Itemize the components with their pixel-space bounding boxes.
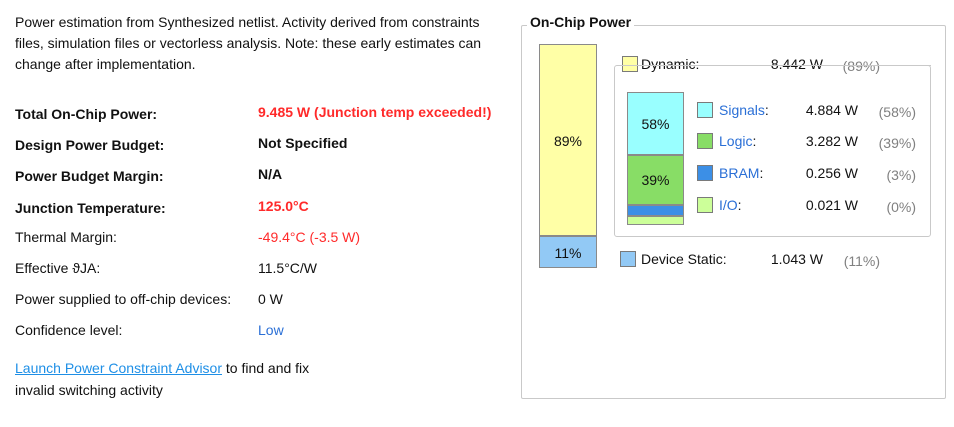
dynamic-bar-percent: 89% [553, 133, 583, 149]
static-watts: 1.043 W [770, 251, 823, 267]
signals-sep: : [764, 102, 769, 118]
summary-value-thermal-margin: -49.4°C (-3.5 W) [258, 229, 361, 245]
dynamic-percent: (89%) [842, 58, 880, 74]
io-row[interactable]: I/O: [719, 197, 742, 213]
logic-bar[interactable] [627, 155, 684, 205]
static-bar[interactable] [539, 236, 597, 268]
intro-text: Power estimation from Synthesized netlis… [15, 14, 482, 72]
summary-label-power-budget: Design Power Budget: [15, 137, 165, 153]
advisor-footer-text: to find and fix [222, 360, 310, 376]
on-chip-power-panel [521, 25, 946, 399]
signals-bar-percent: 58% [641, 116, 670, 132]
summary-value-junction-temp: 125.0°C [258, 198, 309, 214]
summary-value-confidence[interactable]: Low [258, 322, 284, 338]
logic-percent: (39%) [878, 135, 916, 151]
io-percent: (0%) [886, 199, 916, 215]
dynamic-label: Dynamic: [641, 56, 700, 72]
dynamic-breakdown-panel [614, 65, 931, 237]
bram-bar[interactable] [627, 205, 684, 216]
summary-label-budget-margin: Power Budget Margin: [15, 168, 164, 184]
bram-sep: : [759, 165, 764, 181]
summary-label-thermal-margin: Thermal Margin: [15, 229, 117, 245]
signals-watts: 4.884 W [805, 102, 858, 118]
signals-bar[interactable] [627, 92, 684, 155]
logic-sep: : [752, 133, 757, 149]
summary-label-effective-theta-ja: Effective ϑJA: [15, 260, 101, 276]
signals-link[interactable]: Signals [719, 102, 765, 118]
summary-value-total-power: 9.485 W (Junction temp exceeded!) [258, 104, 492, 120]
signals-row[interactable]: Signals: [719, 102, 769, 118]
signals-swatch [697, 102, 713, 118]
summary-value-budget-margin: N/A [258, 166, 283, 182]
logic-bar-percent: 39% [641, 172, 670, 188]
logic-swatch [697, 133, 713, 149]
dynamic-watts: 8.442 W [770, 56, 823, 72]
bram-watts: 0.256 W [805, 165, 858, 181]
logic-link[interactable]: Logic [719, 133, 753, 149]
advisor-footer: Launch Power Constraint Advisor to find … [15, 357, 309, 401]
launch-power-constraint-advisor-link[interactable]: Launch Power Constraint Advisor [15, 360, 222, 376]
io-bar[interactable] [627, 216, 684, 225]
io-sep: : [737, 197, 742, 213]
logic-watts: 3.282 W [805, 133, 858, 149]
static-swatch [620, 251, 636, 267]
static-bar-percent: 11% [554, 245, 582, 261]
summary-label-total-power: Total On-Chip Power: [15, 106, 158, 122]
bram-row[interactable]: BRAM: [719, 165, 763, 181]
summary-value-offchip-power: 0 W [258, 291, 283, 307]
summary-label-confidence: Confidence level: [15, 322, 123, 338]
logic-row[interactable]: Logic: [719, 133, 756, 149]
io-link[interactable]: I/O [719, 197, 738, 213]
signals-percent: (58%) [878, 104, 916, 120]
summary-value-power-budget: Not Specified [258, 135, 348, 151]
io-swatch [697, 197, 713, 213]
bram-swatch [697, 165, 713, 181]
summary-label-offchip-power: Power supplied to off-chip devices: [15, 291, 232, 307]
static-label: Device Static: [641, 251, 727, 267]
on-chip-power-title: On-Chip Power [527, 14, 635, 30]
static-percent: (11%) [843, 253, 880, 269]
bram-link[interactable]: BRAM [719, 165, 760, 181]
dynamic-swatch [622, 56, 638, 72]
summary-value-effective-theta-ja: 11.5°C/W [258, 260, 318, 276]
dynamic-bar[interactable] [539, 44, 597, 236]
summary-label-junction-temp: Junction Temperature: [15, 200, 166, 216]
io-watts: 0.021 W [805, 197, 858, 213]
advisor-footer-text-2: invalid switching activity [15, 382, 163, 398]
bram-percent: (3%) [886, 167, 916, 183]
